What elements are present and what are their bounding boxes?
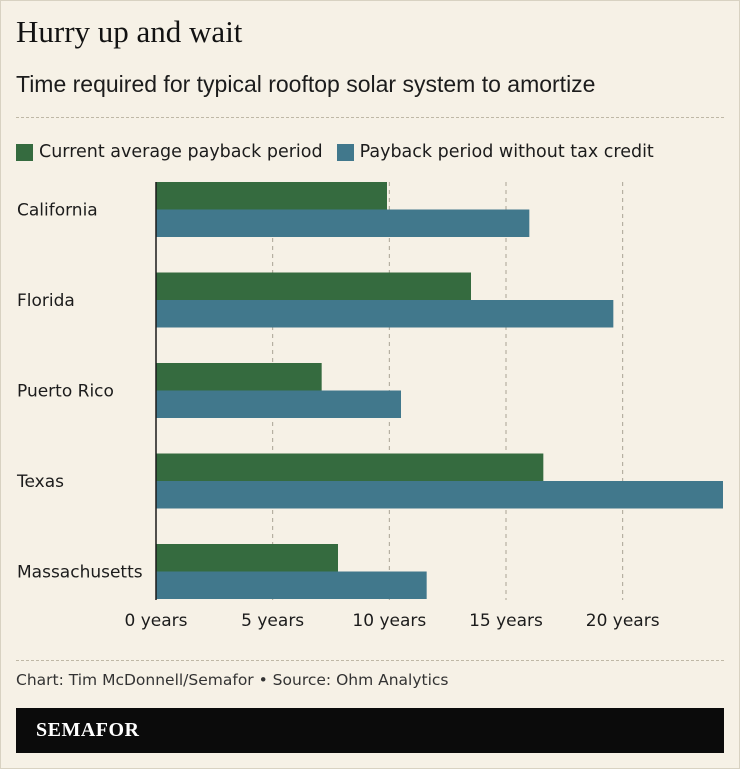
bar-puerto-rico-series-0	[156, 363, 322, 391]
legend-item-without-credit: Payback period without tax credit	[336, 142, 654, 162]
category-label-california: California	[17, 201, 98, 221]
category-label-puerto-rico: Puerto Rico	[17, 382, 114, 402]
bar-florida-series-0	[156, 272, 471, 300]
x-tick-label-1: 5 years	[241, 611, 304, 631]
bar-california-series-1	[156, 209, 530, 237]
bar-massachusetts-series-0	[156, 544, 338, 572]
legend-swatch-current	[16, 143, 33, 161]
bar-california-series-0	[156, 182, 387, 210]
chart-subtitle: Time required for typical rooftop solar …	[16, 71, 596, 97]
category-label-florida: Florida	[17, 291, 75, 311]
category-label-texas: Texas	[16, 472, 64, 492]
bottom-divider	[16, 660, 724, 661]
bar-chart: California Florida Puerto Rico Texas Massach…	[16, 182, 723, 631]
chart-credit: Chart: Tim McDonnell/Semafor • Source: O…	[16, 671, 449, 689]
bar-texas-series-1	[156, 481, 723, 509]
x-tick-label-2: 10 years	[352, 611, 426, 631]
top-divider	[16, 117, 724, 118]
bar-texas-series-0	[156, 453, 544, 481]
legend-item-current: Current average payback period	[16, 142, 323, 162]
x-tick-label-3: 15 years	[469, 611, 543, 631]
legend-label-without-credit: Payback period without tax credit	[359, 142, 654, 162]
x-tick-label-4: 20 years	[586, 611, 660, 631]
chart-title: Hurry up and wait	[16, 14, 243, 49]
bar-massachusetts-series-1	[156, 571, 427, 599]
x-tick-label-0: 0 years	[124, 611, 187, 631]
legend-label-current: Current average payback period	[39, 142, 323, 162]
bar-puerto-rico-series-1	[156, 390, 401, 418]
semafor-logo: SEMAFOR	[36, 719, 140, 741]
brand-bar: SEMAFOR	[16, 708, 724, 753]
legend: Current average payback period Payback p…	[16, 138, 654, 166]
legend-swatch-without-credit	[336, 143, 354, 161]
category-label-massachusetts: Massachusetts	[17, 563, 143, 583]
bar-florida-series-1	[156, 300, 614, 328]
